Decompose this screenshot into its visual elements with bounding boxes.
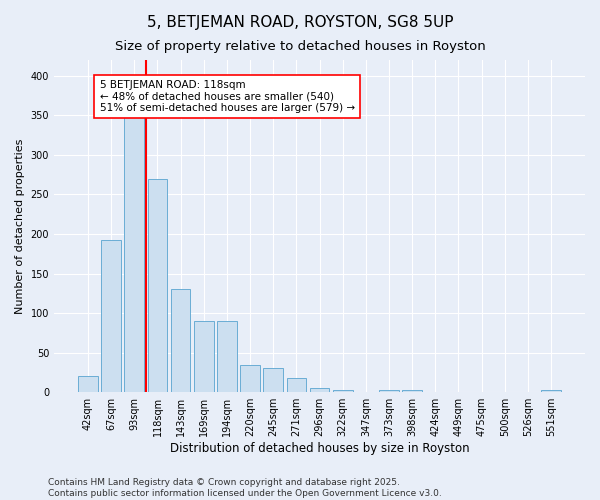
Text: Size of property relative to detached houses in Royston: Size of property relative to detached ho… [115, 40, 485, 53]
X-axis label: Distribution of detached houses by size in Royston: Distribution of detached houses by size … [170, 442, 469, 455]
Text: Contains HM Land Registry data © Crown copyright and database right 2025.
Contai: Contains HM Land Registry data © Crown c… [48, 478, 442, 498]
Bar [379, 390, 399, 392]
Bar [541, 390, 561, 392]
Text: 5, BETJEMAN ROAD, ROYSTON, SG8 5UP: 5, BETJEMAN ROAD, ROYSTON, SG8 5UP [147, 15, 453, 30]
Bar [78, 376, 98, 392]
Bar [240, 364, 260, 392]
Bar [101, 240, 121, 392]
Bar [217, 321, 237, 392]
Bar [263, 368, 283, 392]
Bar [333, 390, 353, 392]
Text: 5 BETJEMAN ROAD: 118sqm
← 48% of detached houses are smaller (540)
51% of semi-d: 5 BETJEMAN ROAD: 118sqm ← 48% of detache… [100, 80, 355, 113]
Bar [287, 378, 306, 392]
Y-axis label: Number of detached properties: Number of detached properties [15, 138, 25, 314]
Bar [402, 390, 422, 392]
Bar [171, 290, 190, 392]
Bar [124, 104, 144, 392]
Bar [310, 388, 329, 392]
Bar [148, 178, 167, 392]
Bar [194, 321, 214, 392]
